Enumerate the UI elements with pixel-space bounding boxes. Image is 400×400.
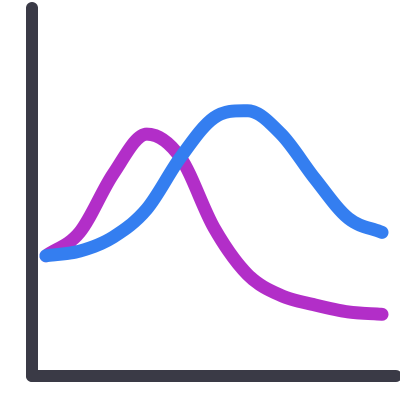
axis-layer	[26, 2, 400, 382]
series-line-blue	[39, 104, 389, 263]
series-line-purple	[39, 127, 389, 321]
series-layer	[39, 104, 389, 321]
